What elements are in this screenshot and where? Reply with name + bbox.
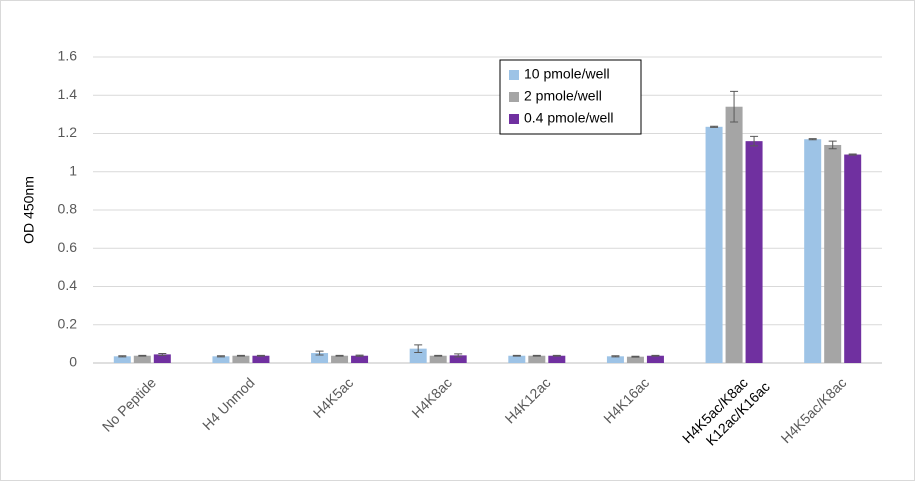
error-bar <box>631 355 640 358</box>
y-tick-label: 1 <box>69 162 77 178</box>
error-bar <box>848 153 857 156</box>
bar <box>745 141 763 363</box>
error-bar <box>355 354 364 357</box>
error-bar <box>256 354 265 357</box>
error-bar <box>532 354 541 357</box>
bar <box>548 355 566 363</box>
error-bar <box>750 135 759 147</box>
bar <box>508 355 526 363</box>
bar <box>646 355 664 363</box>
error-bar <box>236 354 245 357</box>
bar <box>212 356 230 363</box>
bar <box>409 348 427 363</box>
y-tick-label: 1.2 <box>58 124 78 140</box>
y-tick-label: 0.6 <box>58 239 78 255</box>
legend-label: 2 pmole/well <box>524 88 602 104</box>
legend-label: 10 pmole/well <box>524 66 610 82</box>
bar <box>844 154 862 363</box>
error-bar <box>651 354 660 357</box>
error-bar <box>808 138 817 141</box>
error-bar <box>828 140 837 150</box>
bar <box>606 356 624 363</box>
error-bar <box>710 125 719 128</box>
bar <box>528 355 546 363</box>
y-tick-label: 0.4 <box>58 277 78 293</box>
error-bar <box>414 344 423 353</box>
legend-swatch <box>509 114 519 124</box>
y-tick-label: 0 <box>69 354 77 370</box>
bar <box>252 355 270 363</box>
bar <box>824 144 842 363</box>
legend-swatch <box>509 92 519 102</box>
error-bar <box>552 354 561 357</box>
y-axis-label: OD 450nm <box>21 176 37 244</box>
error-bar <box>434 354 443 357</box>
error-bar <box>512 354 521 357</box>
error-bar <box>158 352 167 356</box>
error-bar <box>118 355 127 358</box>
bar <box>331 355 349 363</box>
bar <box>429 355 447 363</box>
bar <box>351 355 369 363</box>
legend-swatch <box>509 70 519 80</box>
legend-label: 0.4 pmole/well <box>524 110 614 126</box>
error-bar <box>611 355 620 358</box>
y-tick-label: 0.2 <box>58 315 78 331</box>
y-tick-label: 1.4 <box>58 86 78 102</box>
bar <box>449 355 467 363</box>
bar <box>311 353 329 363</box>
error-bar <box>730 90 739 123</box>
error-bar <box>216 355 225 358</box>
bar <box>804 139 822 363</box>
error-bar <box>315 350 324 356</box>
bar <box>113 356 131 363</box>
bar <box>626 356 644 363</box>
error-bar <box>335 354 344 357</box>
bar <box>725 106 743 363</box>
bar <box>232 355 250 363</box>
y-tick-label: 1.6 <box>58 48 78 64</box>
bar <box>153 354 171 363</box>
legend-box <box>499 59 642 135</box>
bar <box>705 126 723 364</box>
error-bar <box>454 353 463 358</box>
error-bar <box>138 354 147 357</box>
bar <box>133 355 151 363</box>
y-tick-label: 0.8 <box>58 201 78 217</box>
